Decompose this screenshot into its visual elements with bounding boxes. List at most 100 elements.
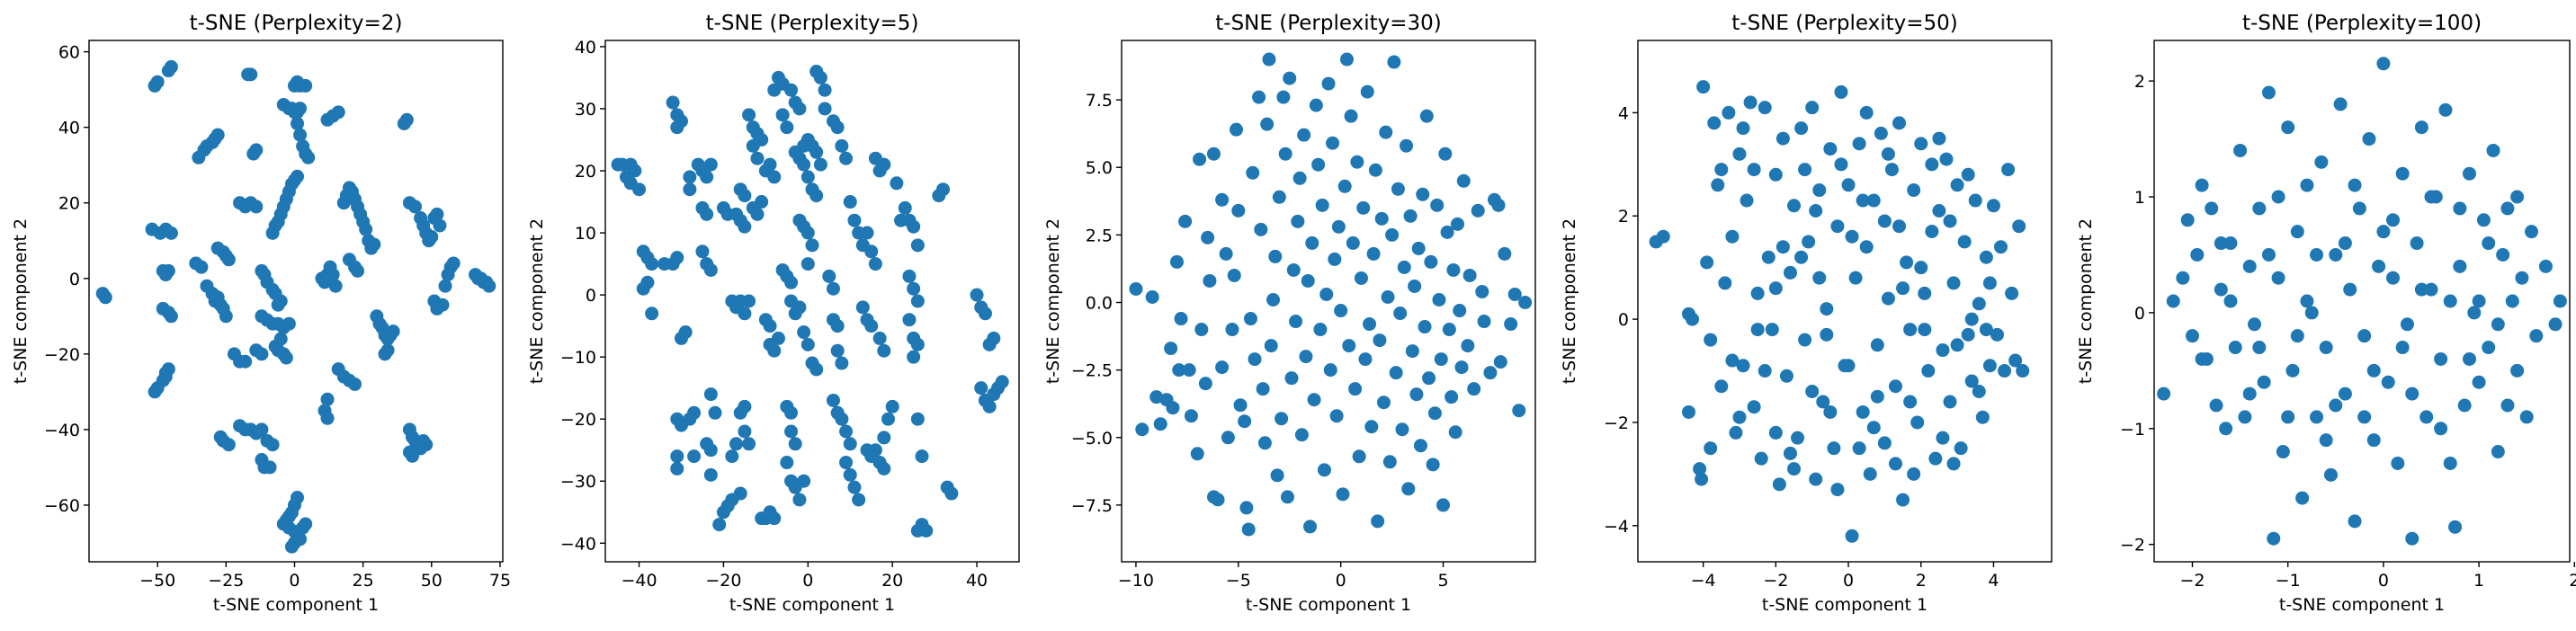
data-point: [2443, 294, 2457, 308]
data-point: [1286, 262, 1301, 277]
data-point: [2267, 531, 2281, 546]
data-point: [1964, 374, 1979, 388]
data-point: [1896, 281, 1910, 296]
data-point: [1182, 363, 1196, 378]
data-point: [331, 105, 345, 120]
data-point: [2386, 213, 2401, 227]
data-point: [2381, 375, 2395, 389]
data-point: [1870, 338, 1884, 352]
data-point: [1276, 90, 1291, 104]
data-point: [1507, 287, 1522, 301]
data-point: [2219, 422, 2233, 436]
data-point: [2472, 375, 2486, 389]
data-point: [1408, 279, 1422, 293]
data-point: [1393, 307, 1408, 321]
data-point: [2285, 363, 2300, 378]
data-point: [864, 244, 879, 259]
data-point: [1736, 359, 1750, 373]
data-point: [2366, 433, 2381, 448]
y-axis-label: t-SNE component 2: [2076, 218, 2096, 384]
data-point: [2016, 364, 2030, 378]
data-point: [1725, 229, 1740, 244]
data-point: [425, 230, 439, 244]
data-point: [2443, 456, 2457, 470]
data-point: [818, 83, 832, 97]
data-point: [738, 424, 752, 439]
data-point: [910, 412, 925, 426]
data-point: [1809, 472, 1823, 486]
data-point: [164, 59, 178, 74]
data-point: [1928, 451, 1943, 466]
x-tick-label: 2: [2569, 571, 2576, 591]
data-point: [847, 480, 862, 494]
data-point: [1787, 199, 1802, 213]
data-point: [839, 456, 854, 470]
data-point: [1352, 449, 1366, 464]
data-point: [1841, 178, 1856, 192]
data-point: [2491, 317, 2505, 332]
data-point: [1211, 493, 1225, 507]
data-point: [1403, 209, 1418, 223]
data-point: [1798, 163, 1812, 177]
data-point: [1315, 198, 1329, 212]
data-point: [1957, 235, 1972, 249]
data-point: [1863, 467, 1877, 481]
data-point: [2166, 294, 2180, 308]
data-point: [1233, 398, 1248, 413]
y-tick-label: −40: [560, 534, 596, 554]
data-point: [1686, 312, 1700, 326]
data-point: [1184, 409, 1198, 423]
data-point: [2005, 286, 2019, 300]
data-point: [750, 207, 765, 221]
data-point: [822, 269, 836, 283]
data-point: [1424, 254, 1438, 269]
data-point: [2357, 329, 2372, 343]
data-point: [2348, 178, 2362, 192]
y-tick-label: 40: [575, 38, 596, 58]
data-point: [733, 486, 747, 501]
chart-title: t-SNE (Perplexity=5): [706, 12, 919, 35]
data-point: [839, 151, 854, 165]
data-point: [2482, 341, 2496, 355]
data-point: [775, 108, 790, 122]
data-point: [1950, 178, 1964, 192]
x-tick-label: −2: [2179, 571, 2205, 591]
data-point: [2185, 329, 2199, 343]
y-tick-label: 4: [1618, 103, 1629, 123]
data-point: [818, 102, 832, 116]
data-point: [890, 176, 904, 191]
data-point: [1169, 254, 1184, 269]
data-point: [1427, 406, 1442, 421]
data-point: [1426, 458, 1440, 472]
data-point: [1747, 400, 1761, 414]
data-point: [1805, 101, 1820, 115]
data-point: [1750, 323, 1765, 337]
data-point: [830, 319, 845, 333]
data-point: [1903, 323, 1918, 337]
x-tick-label: −5: [1226, 571, 1251, 591]
data-point: [265, 438, 280, 452]
data-point: [2261, 247, 2276, 262]
data-point: [2319, 433, 2333, 448]
data-point: [742, 437, 756, 451]
data-point: [1334, 304, 1348, 318]
data-point: [1337, 179, 1352, 193]
data-point: [1471, 203, 1485, 218]
data-point: [2500, 201, 2515, 216]
data-point: [282, 316, 296, 331]
data-point: [1376, 395, 1391, 410]
data-point: [1834, 84, 1848, 99]
data-point: [805, 238, 819, 253]
data-point: [1961, 167, 1975, 182]
data-point: [328, 279, 343, 293]
data-point: [1512, 404, 1526, 418]
data-point: [1768, 425, 1783, 440]
data-point: [784, 405, 799, 420]
data-point: [835, 138, 849, 153]
data-point: [1754, 451, 1768, 466]
data-point: [271, 298, 285, 312]
data-point: [1903, 395, 1918, 409]
data-point: [1434, 352, 1448, 367]
x-tick-label: −1: [2276, 571, 2301, 591]
data-point: [1493, 355, 1507, 369]
